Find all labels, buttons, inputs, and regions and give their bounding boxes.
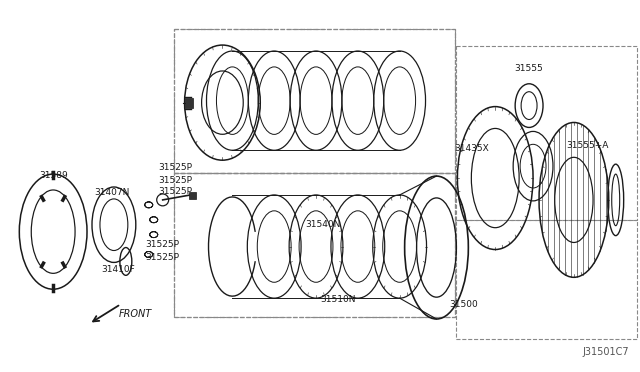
Bar xyxy=(189,192,196,199)
Text: 31500: 31500 xyxy=(449,299,478,309)
Text: 31435X: 31435X xyxy=(454,144,489,153)
Text: 31525P: 31525P xyxy=(146,240,180,249)
Text: 31525P: 31525P xyxy=(159,176,193,185)
Text: 31525P: 31525P xyxy=(159,163,193,171)
Text: 31510N: 31510N xyxy=(320,295,355,304)
Text: FRONT: FRONT xyxy=(119,309,152,319)
Text: 31525P: 31525P xyxy=(159,187,193,196)
Text: 31555+A: 31555+A xyxy=(566,141,608,150)
Text: 31589: 31589 xyxy=(39,171,68,180)
Text: J31501C7: J31501C7 xyxy=(582,347,628,357)
Text: 31525P: 31525P xyxy=(146,253,180,262)
Text: 31407N: 31407N xyxy=(94,189,129,198)
Text: 31555: 31555 xyxy=(514,64,543,73)
Text: 31540N: 31540N xyxy=(305,220,340,229)
Bar xyxy=(173,173,456,317)
Bar xyxy=(184,98,193,108)
Text: 31410F: 31410F xyxy=(101,265,134,274)
Bar xyxy=(173,29,456,173)
